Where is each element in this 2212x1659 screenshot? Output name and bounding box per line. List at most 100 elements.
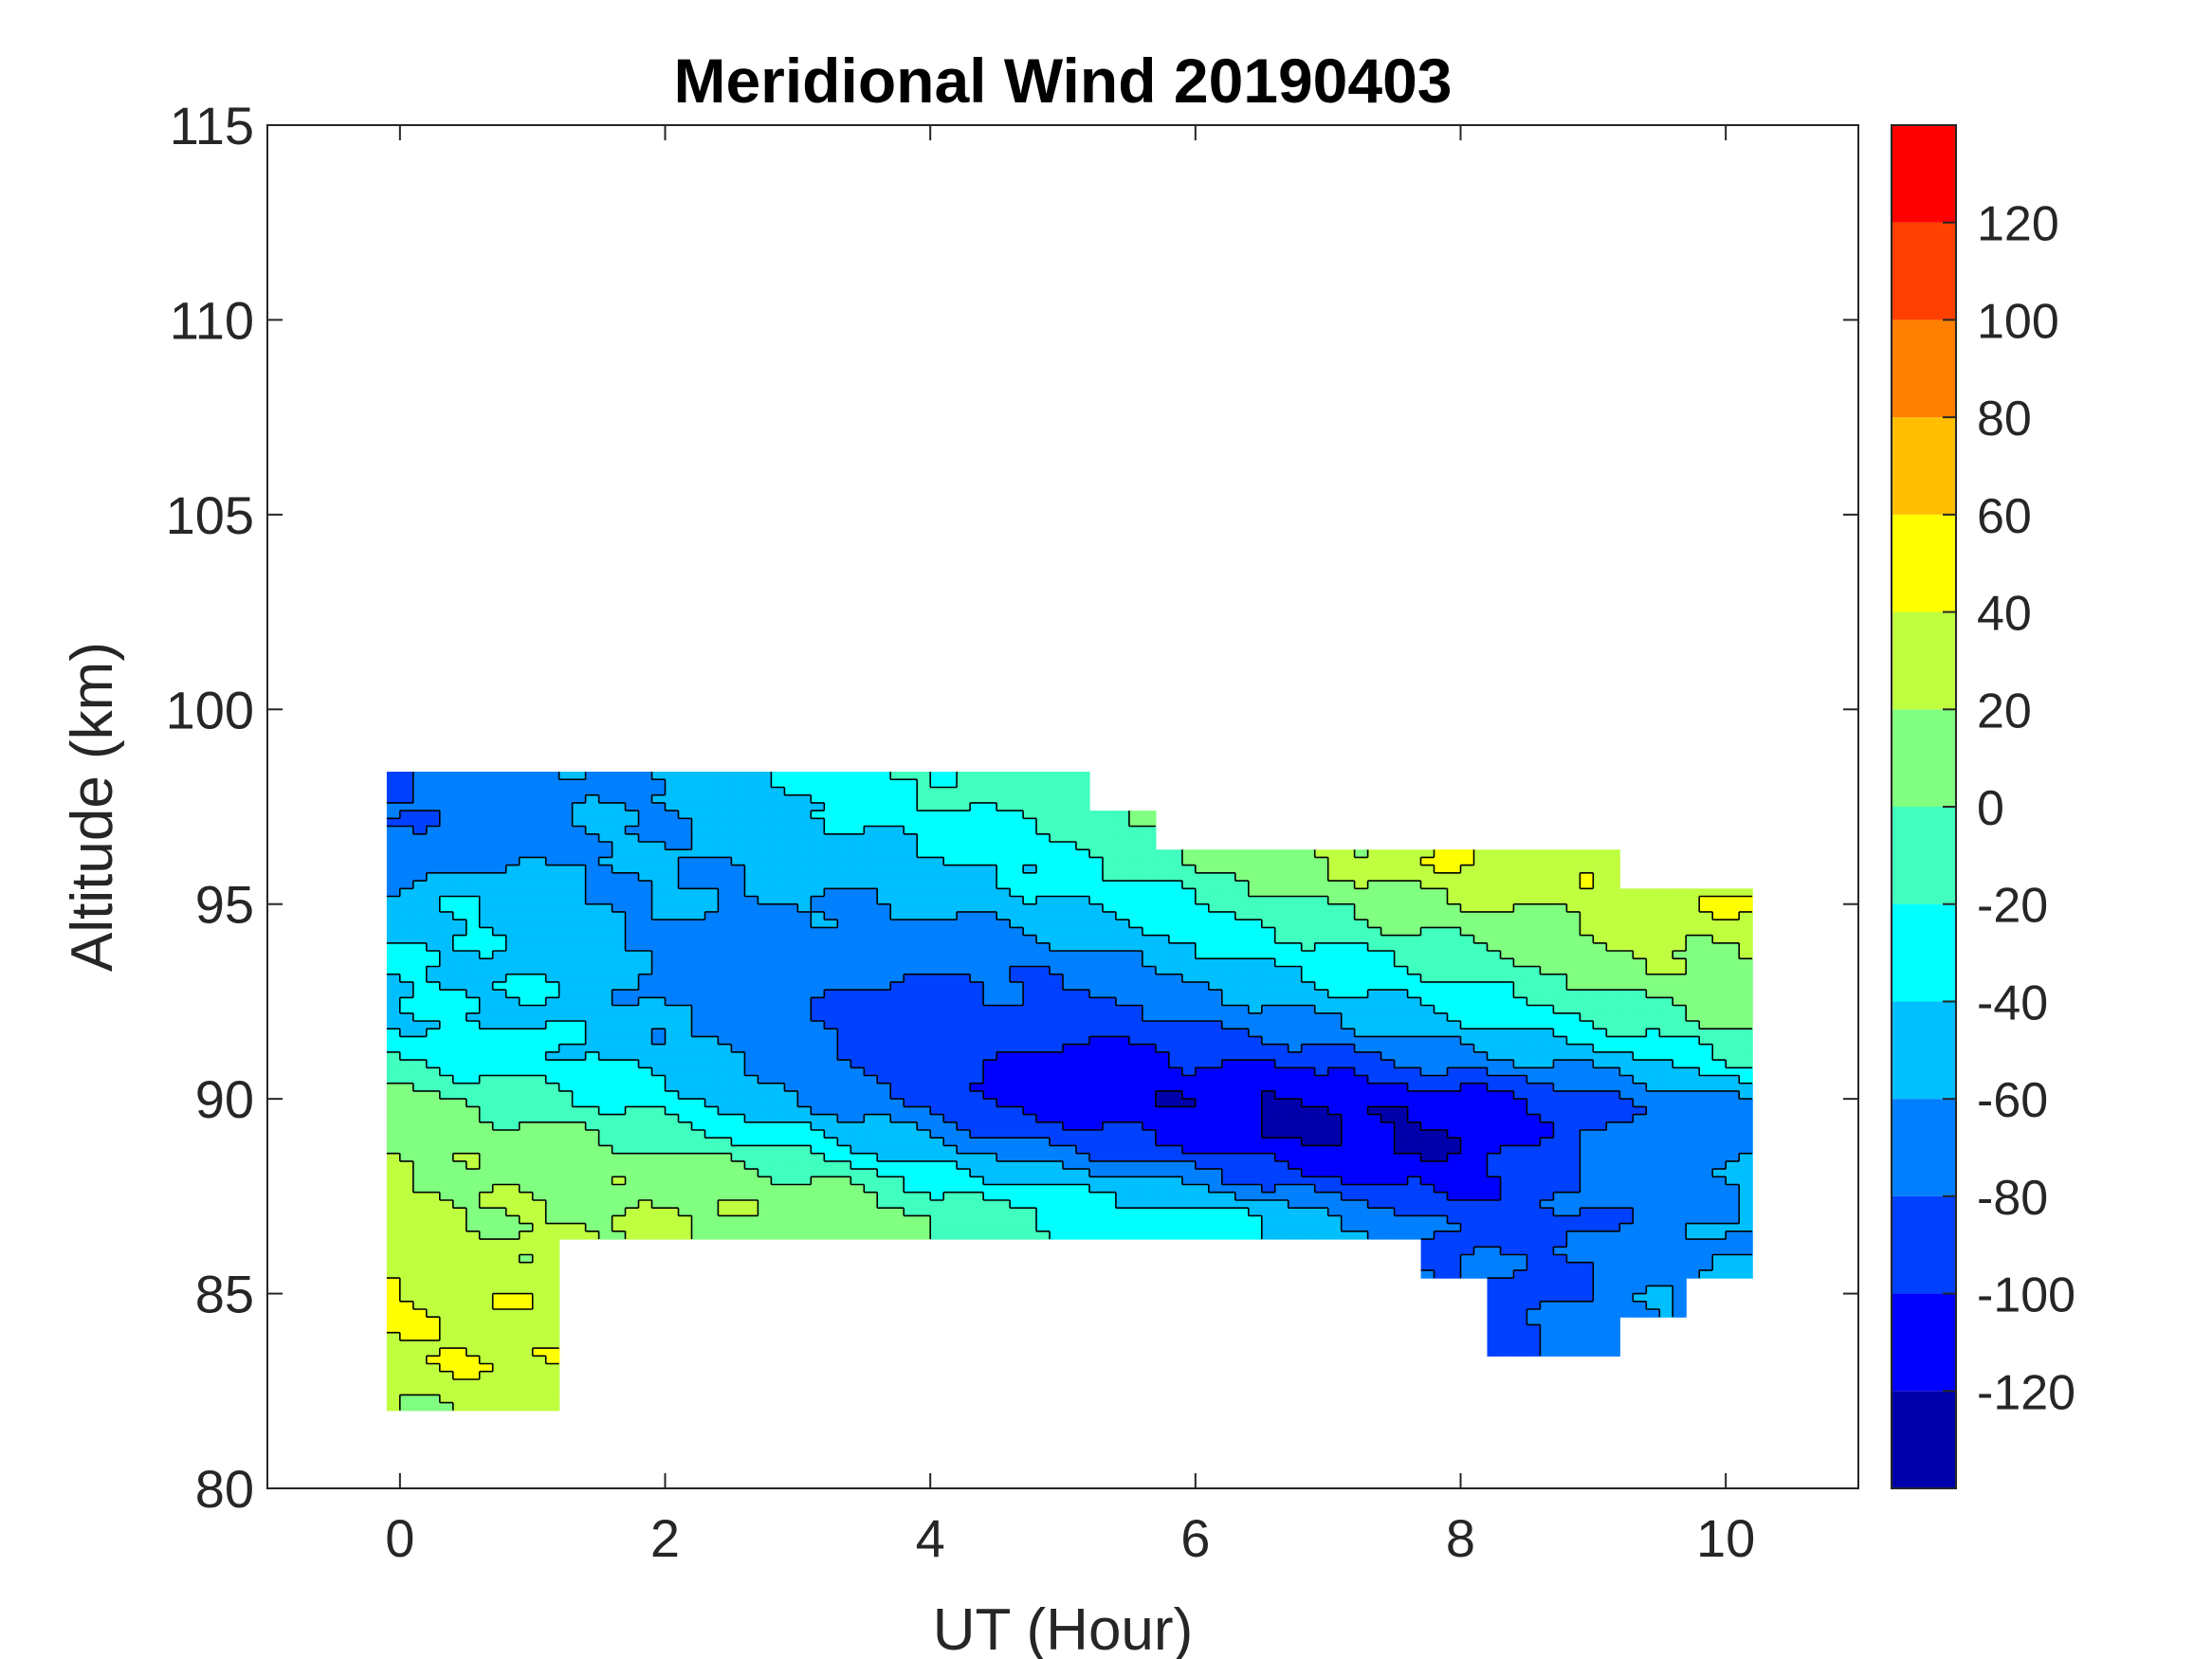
contour-cell <box>1646 1083 1660 1092</box>
contour-cell <box>1407 881 1422 889</box>
contour-cell <box>479 888 494 898</box>
contour-cell <box>532 1090 547 1100</box>
contour-cell <box>824 779 838 788</box>
contour-cell <box>545 966 560 975</box>
contour-cell <box>558 990 574 998</box>
contour-cell <box>665 1060 680 1068</box>
contour-cell <box>638 1153 653 1162</box>
contour-cell <box>1487 935 1502 944</box>
contour-cell <box>996 787 1011 796</box>
contour-cell <box>1208 1121 1223 1131</box>
contour-cell <box>558 1036 574 1046</box>
contour-cell <box>1261 1099 1276 1107</box>
contour-cell <box>1155 1021 1170 1030</box>
contour-cell <box>850 826 865 835</box>
contour-cell <box>811 1138 825 1146</box>
contour-cell <box>1050 1005 1064 1014</box>
contour-cell <box>850 872 865 882</box>
contour-cell <box>386 1051 401 1061</box>
contour-cell <box>1686 911 1700 921</box>
contour-cell <box>1063 966 1077 975</box>
contour-cell <box>890 857 905 866</box>
contour-cell <box>479 1099 494 1107</box>
contour-cell <box>1010 1130 1024 1139</box>
contour-cell <box>1036 865 1051 874</box>
contour-cell <box>439 1051 454 1061</box>
contour-cell <box>1420 865 1435 874</box>
contour-cell <box>784 772 798 780</box>
contour-cell <box>386 966 401 975</box>
contour-cell <box>917 1075 931 1085</box>
contour-cell <box>585 1169 600 1177</box>
contour-cell <box>572 1176 587 1186</box>
contour-cell <box>1447 1021 1462 1030</box>
contour-cell <box>1540 1176 1554 1186</box>
contour-cell <box>784 1083 798 1092</box>
contour-cell <box>1248 1138 1263 1146</box>
contour-cell <box>479 1160 494 1170</box>
contour-cell <box>1234 1005 1250 1014</box>
contour-cell <box>1407 997 1422 1007</box>
contour-cell <box>1050 1176 1064 1186</box>
contour-cell <box>771 802 785 811</box>
contour-cell <box>598 1176 613 1186</box>
contour-cell <box>399 1130 414 1139</box>
contour-cell <box>1341 1012 1356 1022</box>
contour-cell <box>505 881 521 889</box>
contour-cell <box>904 865 918 874</box>
contour-cell <box>877 1021 891 1030</box>
contour-cell <box>943 1114 958 1123</box>
contour-cell <box>426 1145 441 1155</box>
contour-cell <box>1181 1044 1197 1053</box>
contour-cell <box>1646 1036 1660 1046</box>
contour-cell <box>1367 1012 1382 1022</box>
contour-cell <box>1686 927 1700 937</box>
contour-cell <box>704 927 720 937</box>
contour-cell <box>1128 1067 1143 1077</box>
contour-cell <box>691 1160 706 1170</box>
contour-cell <box>1460 1176 1475 1186</box>
contour-cell <box>930 1176 944 1186</box>
contour-cell <box>678 997 693 1007</box>
contour-cell <box>1540 1099 1554 1107</box>
contour-cell <box>598 966 613 975</box>
contour-cell <box>439 997 454 1007</box>
contour-cell <box>1513 1153 1527 1162</box>
contour-cell <box>758 811 772 819</box>
contour-cell <box>718 842 732 850</box>
contour-cell <box>1580 981 1594 991</box>
contour-cell <box>452 1138 467 1146</box>
contour-cell <box>532 990 547 998</box>
contour-cell <box>1487 997 1502 1007</box>
contour-cell <box>943 1060 958 1068</box>
contour-cell <box>1010 1083 1024 1092</box>
contour-cell <box>930 857 944 866</box>
contour-cell <box>1341 966 1356 975</box>
contour-cell <box>1580 1012 1594 1022</box>
contour-cell <box>598 1145 613 1155</box>
contour-cell <box>412 1114 428 1123</box>
contour-cell <box>1288 896 1303 905</box>
contour-cell <box>1673 981 1687 991</box>
contour-cell <box>784 1145 798 1155</box>
contour-cell <box>386 896 401 905</box>
contour-cell <box>1712 888 1727 898</box>
contour-cell <box>691 826 706 835</box>
contour-cell <box>1261 1075 1276 1085</box>
contour-cell <box>1314 1036 1329 1046</box>
contour-cell <box>1540 1114 1554 1123</box>
contour-cell <box>1673 1153 1687 1162</box>
contour-cell <box>811 1114 825 1123</box>
contour-cell <box>1261 849 1276 858</box>
contour-cell <box>1261 997 1276 1007</box>
contour-cell <box>1420 1145 1435 1155</box>
contour-cell <box>1354 865 1369 874</box>
contour-cell <box>1288 1005 1303 1014</box>
contour-cell <box>784 981 798 991</box>
contour-cell <box>598 818 613 828</box>
contour-cell <box>519 772 534 780</box>
contour-cell <box>1063 833 1077 843</box>
contour-cell <box>452 958 467 967</box>
contour-cell <box>412 1036 428 1046</box>
contour-cell <box>1726 958 1740 967</box>
